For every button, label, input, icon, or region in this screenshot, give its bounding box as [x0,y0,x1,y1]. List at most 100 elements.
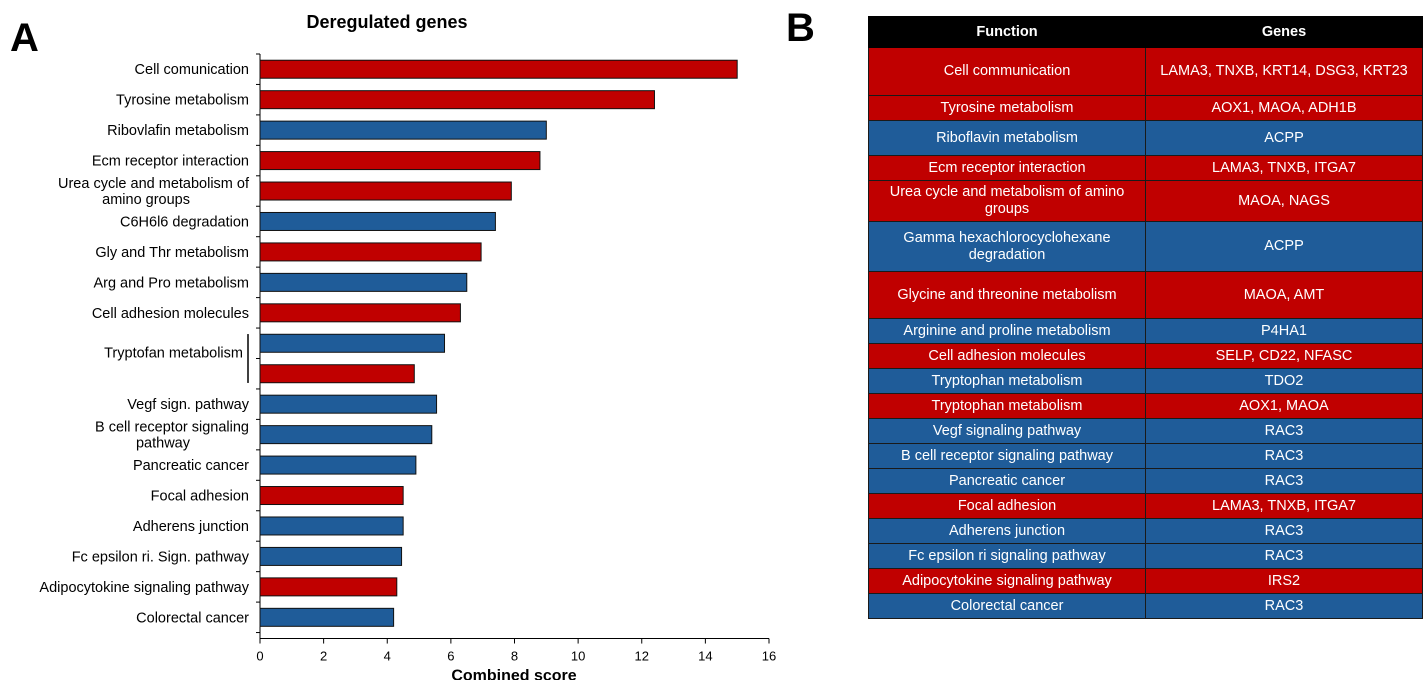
bar [259,272,468,292]
x-tick-label: 12 [635,649,649,664]
bar-chart: Deregulated genes 0 2 4 6 8 10 12 14 16 Combined s… [39,12,776,680]
function-genes-table: Function Genes Cell communication LAMA3, … [868,16,1423,619]
function-cell: Adipocytokine signaling pathway [868,568,1146,594]
x-tick-label: 16 [762,649,776,664]
genes-cell: MAOA, NAGS [1145,180,1423,222]
table-row: Vegf signaling pathway RAC3 [868,418,1423,444]
panel-a-letter: A [10,16,39,60]
bar [259,59,738,79]
category-label-continued: pathway [136,436,191,452]
category-label: Arg and Pro metabolism [93,275,249,291]
table-row: Adipocytokine signaling pathway IRS2 [868,568,1423,594]
x-tick-label: 14 [698,649,712,664]
genes-column-header: Genes [1145,16,1423,48]
table-row: Focal adhesion LAMA3, TNXB, ITGA7 [868,493,1423,519]
category-label: Focal adhesion [151,489,249,505]
bar [259,607,395,627]
table-row: Ecm receptor interaction LAMA3, TNXB, ITG… [868,155,1423,181]
category-label: Fc epsilon ri. Sign. pathway [72,549,250,565]
bar [259,303,461,323]
function-cell: Arginine and proline metabolism [868,318,1146,344]
category-label: Ribovlafin metabolism [107,123,249,139]
table-row: Urea cycle and metabolism of amino group… [868,180,1423,222]
category-label-continued: amino groups [102,192,190,208]
x-axis-label: Combined score [451,668,576,680]
bar [259,364,415,384]
function-cell: Urea cycle and metabolism of amino group… [868,180,1146,222]
table-row: Arginine and proline metabolism P4HA1 [868,318,1423,344]
bar [259,211,496,231]
category-label: Tyrosine metabolism [116,93,249,109]
bar [259,242,482,262]
chart-title: Deregulated genes [306,12,467,32]
category-label: Gly and Thr metabolism [95,245,249,261]
genes-cell: RAC3 [1145,468,1423,494]
function-cell: Pancreatic cancer [868,468,1146,494]
genes-cell: RAC3 [1145,593,1423,619]
x-tick-label: 8 [511,649,518,664]
x-tick-label: 0 [256,649,263,664]
category-label: Colorectal cancer [136,610,249,626]
genes-cell: AOX1, MAOA, ADH1B [1145,95,1423,121]
function-cell: Tyrosine metabolism [868,95,1146,121]
bar [259,181,512,201]
function-cell: Adherens junction [868,518,1146,544]
bar [259,120,547,140]
table-row: Tyrosine metabolism AOX1, MAOA, ADH1B [868,95,1423,121]
table-row: B cell receptor signaling pathway RAC3 [868,443,1423,469]
category-label: Pancreatic cancer [133,458,249,474]
bar [259,486,404,506]
bar [259,455,417,475]
genes-cell: ACPP [1145,221,1423,272]
genes-cell: AOX1, MAOA [1145,393,1423,419]
category-label: B cell receptor signaling [95,420,249,436]
table-row: Adherens junction RAC3 [868,518,1423,544]
x-tick-label: 6 [447,649,454,664]
table-row: Cell communication LAMA3, TNXB, KRT14, DS… [868,47,1423,96]
function-column-header: Function [868,16,1146,48]
genes-cell: TDO2 [1145,368,1423,394]
table-row: Glycine and threonine metabolism MAOA, AM… [868,271,1423,319]
function-cell: Colorectal cancer [868,593,1146,619]
bar [259,577,398,597]
genes-cell: LAMA3, TNXB, ITGA7 [1145,155,1423,181]
genes-cell: RAC3 [1145,418,1423,444]
bar [259,425,433,445]
category-label: Cell comunication [135,62,249,78]
category-label: Adherens junction [133,519,249,535]
genes-cell: RAC3 [1145,443,1423,469]
table-body: Cell communication LAMA3, TNXB, KRT14, DS… [868,47,1423,619]
category-label: Ecm receptor interaction [92,154,249,170]
table-row: Tryptophan metabolism AOX1, MAOA [868,393,1423,419]
function-cell: Fc epsilon ri signaling pathway [868,543,1146,569]
genes-cell: P4HA1 [1145,318,1423,344]
function-cell: Cell adhesion molecules [868,343,1146,369]
bar [259,151,541,171]
function-cell: Cell communication [868,47,1146,96]
table-row: Cell adhesion molecules SELP, CD22, NFASC [868,343,1423,369]
genes-cell: RAC3 [1145,543,1423,569]
x-tick-label: 2 [320,649,327,664]
genes-cell: LAMA3, TNXB, KRT14, DSG3, KRT23 [1145,47,1423,96]
function-cell: Tryptophan metabolism [868,393,1146,419]
category-label: Vegf sign. pathway [127,397,249,413]
genes-cell: ACPP [1145,120,1423,156]
function-cell: Glycine and threonine metabolism [868,271,1146,319]
genes-cell: IRS2 [1145,568,1423,594]
bar [259,516,404,536]
category-label: Adipocytokine signaling pathway [39,580,249,596]
table-row: Riboflavin metabolism ACPP [868,120,1423,156]
table-row: Fc epsilon ri signaling pathway RAC3 [868,543,1423,569]
genes-cell: SELP, CD22, NFASC [1145,343,1423,369]
x-tick-label: 10 [571,649,585,664]
bar [259,546,403,566]
bar [259,90,655,110]
table-row: Tryptophan metabolism TDO2 [868,368,1423,394]
category-label: Cell adhesion molecules [92,306,249,322]
function-cell: Vegf signaling pathway [868,418,1146,444]
table-row: Colorectal cancer RAC3 [868,593,1423,619]
function-cell: Ecm receptor interaction [868,155,1146,181]
genes-cell: MAOA, AMT [1145,271,1423,319]
function-cell: Tryptophan metabolism [868,368,1146,394]
genes-cell: LAMA3, TNXB, ITGA7 [1145,493,1423,519]
